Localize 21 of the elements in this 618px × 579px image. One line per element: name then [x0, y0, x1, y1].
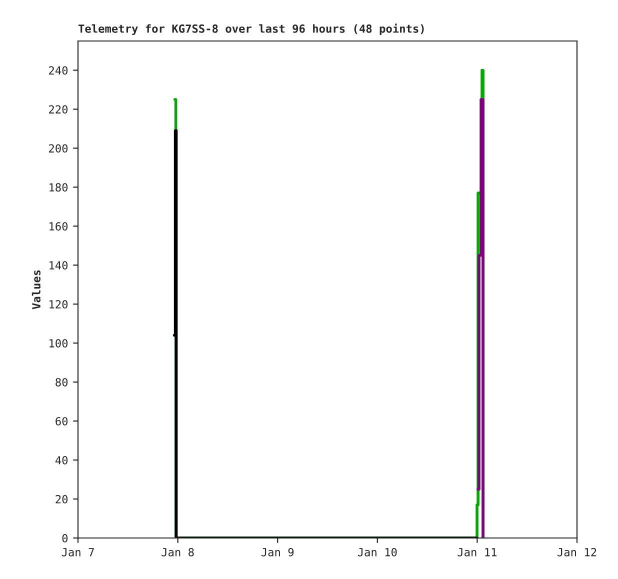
y-tick-label: 160 — [50, 222, 68, 231]
x-tick-label: Jan 11 — [458, 548, 497, 556]
y-axis-title: Values — [32, 270, 40, 310]
y-tick-label: 220 — [49, 105, 68, 114]
x-tick-label: Jan 8 — [162, 548, 194, 556]
y-tick-label: 40 — [55, 456, 68, 464]
y-tick-label: 240 — [49, 66, 68, 75]
chart-title: Telemetry for KG7SS-8 over last 96 hours (48 points) — [78, 24, 424, 35]
y-tick-label: 180 — [50, 183, 68, 192]
x-tick-label: Jan 7 — [62, 548, 94, 556]
y-tick-label: 20 — [56, 495, 68, 504]
y-tick-label: 200 — [49, 144, 68, 153]
x-tick-label: Jan 10 — [358, 548, 397, 556]
y-tick-label: 80 — [56, 378, 68, 386]
y-tick-label: 100 — [50, 339, 68, 348]
y-tick-label: 0 — [62, 534, 68, 542]
y-tick-label: 140 — [50, 261, 68, 270]
y-tick-label: 60 — [56, 417, 68, 426]
x-tick-label: Jan 12 — [558, 548, 596, 556]
y-tick-label: 120 — [50, 300, 68, 309]
x-tick-label: Jan 9 — [261, 548, 294, 556]
